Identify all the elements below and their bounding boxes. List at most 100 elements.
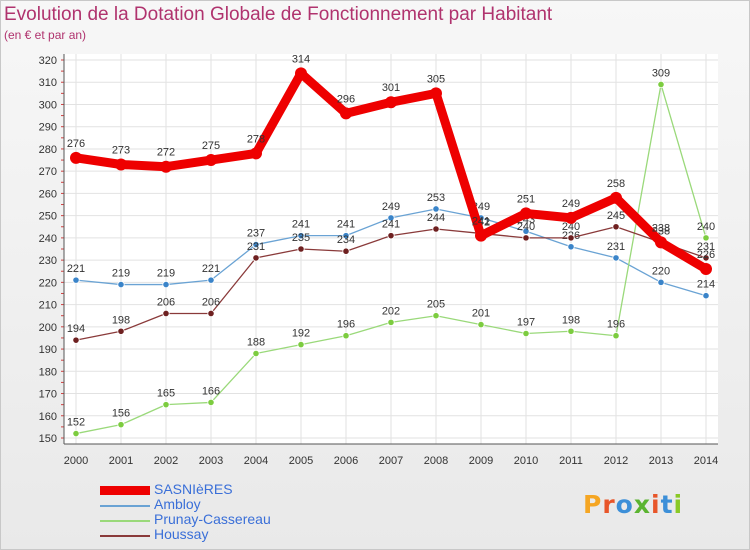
data-point [72,276,80,284]
data-point [522,234,530,242]
data-point [387,232,395,240]
y-tick-label: 190 [39,344,57,356]
data-point [520,207,532,220]
data-label: 235 [292,232,310,244]
data-point [612,254,620,262]
logo-letter: x [633,490,651,519]
data-point [295,67,307,80]
data-label: 237 [247,228,265,240]
data-point [567,327,575,335]
data-point [297,232,305,240]
data-point [162,401,170,409]
data-label: 241 [382,219,400,231]
data-label: 188 [247,337,265,349]
data-label: 197 [517,316,535,328]
data-label: 219 [112,268,130,280]
x-tick-label: 2009 [469,455,493,467]
chart-subtitle: (en € et par an) [4,28,87,42]
x-tick-label: 2013 [649,455,673,467]
y-tick-label: 170 [39,389,57,401]
data-point [567,234,575,242]
legend-swatch-houssay [100,535,150,537]
legend-swatch-ambloy [100,505,150,507]
data-label: 305 [427,73,445,85]
data-point [342,332,350,340]
data-point [205,154,217,167]
data-point [117,280,125,289]
data-label: 192 [292,328,310,340]
data-label: 165 [157,388,175,400]
data-point [252,349,260,358]
data-point [342,247,350,255]
data-point [115,158,127,171]
data-label: 221 [67,263,85,275]
data-point [207,398,215,407]
data-point [72,336,80,344]
legend-label-prunay: Prunay-Cassereau [154,511,271,527]
data-point [387,214,395,222]
y-tick-label: 300 [39,99,57,111]
data-label: 198 [112,314,130,326]
y-tick-label: 260 [39,188,57,200]
data-point [70,151,82,164]
chart-title: Evolution de la Dotation Globale de Fonc… [4,4,553,25]
logo-letter: i [651,490,661,519]
data-point [342,232,350,240]
data-point [702,234,710,242]
y-tick-label: 160 [39,411,57,423]
y-tick-label: 280 [39,144,57,156]
data-label: 201 [472,308,490,320]
x-tick-label: 2011 [559,455,583,467]
data-point [207,309,215,318]
data-point [117,421,125,429]
data-point [297,245,305,253]
data-point [432,205,440,213]
data-point [297,341,305,349]
data-label: 240 [562,221,580,233]
data-label: 258 [607,178,625,190]
x-tick-label: 2007 [379,455,403,467]
data-label: 202 [382,305,400,317]
data-point [387,318,395,326]
x-tick-label: 2010 [514,455,538,467]
data-label: 152 [67,417,85,429]
data-label: 272 [157,147,175,159]
data-point [117,327,125,335]
data-point [655,236,667,249]
data-point [657,80,665,89]
data-point [700,263,712,276]
x-tick-label: 2002 [154,455,178,467]
data-label: 240 [517,221,535,233]
data-point [160,160,172,173]
x-tick-label: 2012 [604,455,628,467]
logo-letter: o [615,490,634,519]
data-point [475,229,487,242]
legend-swatch-sasnieres [100,486,150,495]
data-label: 220 [652,265,670,277]
y-tick-label: 220 [39,277,57,289]
x-tick-label: 2001 [109,455,133,467]
data-point [430,87,442,100]
data-point [162,309,170,318]
data-point [432,312,440,320]
data-label: 314 [292,53,310,65]
data-label: 166 [202,385,220,397]
data-label: 219 [157,268,175,280]
legend-label-sasnieres: SASNIèRES [154,481,233,497]
logo-letter: P [583,490,603,519]
data-label: 194 [67,323,85,335]
y-tick-label: 230 [39,255,57,267]
proxiti-logo: Proxiti [583,490,683,519]
data-label: 275 [202,140,220,152]
data-point [612,223,620,231]
data-label: 241 [292,219,310,231]
legend-label-houssay: Houssay [154,526,209,542]
data-point [567,243,575,251]
data-label: 205 [427,299,445,311]
data-point [610,191,622,204]
data-label: 249 [562,198,580,210]
y-tick-label: 150 [39,433,57,445]
data-label: 251 [517,193,535,205]
data-label: 244 [427,212,445,224]
